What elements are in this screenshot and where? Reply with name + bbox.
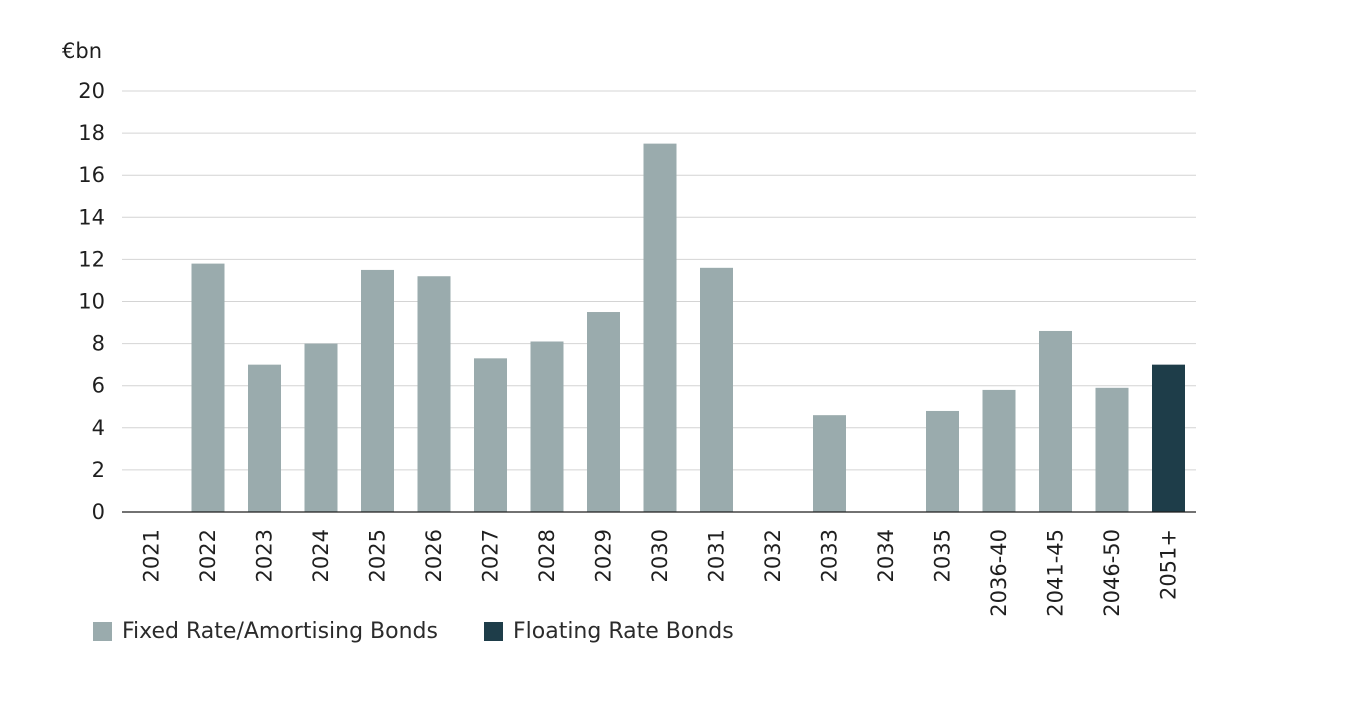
y-axis-unit-label: €bn	[62, 39, 103, 63]
x-tick-label: 2027	[479, 529, 503, 582]
y-tick-label: 12	[78, 247, 105, 271]
x-tick-label: 2031	[705, 529, 729, 582]
x-tick-label: 2032	[761, 529, 785, 582]
bar-fixed-rate	[700, 267, 733, 512]
x-tick-label: 2024	[309, 529, 333, 582]
y-tick-label: 14	[78, 205, 105, 229]
y-tick-label: 2	[92, 458, 105, 482]
x-tick-label: 2051+	[1157, 529, 1181, 600]
y-tick-label: 8	[92, 332, 105, 356]
y-axis-ticks: 0 2 4 6 8 10 12 14 16 18 20	[78, 79, 105, 524]
y-tick-label: 18	[78, 121, 105, 145]
bar-fixed-rate	[982, 389, 1016, 512]
x-tick-label: 2034	[874, 529, 898, 582]
x-tick-label: 2026	[422, 529, 446, 582]
y-tick-label: 4	[92, 416, 105, 440]
y-tick-label: 16	[78, 163, 105, 187]
x-tick-label: 2023	[253, 529, 277, 582]
bar-fixed-rate	[361, 269, 394, 512]
x-tick-label: 2046-50	[1100, 529, 1124, 617]
bar-fixed-rate	[587, 312, 620, 512]
x-tick-label: 2036-40	[987, 529, 1011, 617]
bar-fixed-rate	[304, 343, 338, 512]
legend: Fixed Rate/Amortising Bonds Floating Rat…	[93, 619, 780, 644]
legend-item-floating-rate: Floating Rate Bonds	[483, 619, 734, 644]
x-tick-label: 2029	[592, 529, 616, 582]
x-tick-label: 2021	[140, 529, 164, 582]
bar-fixed-rate	[1039, 330, 1072, 512]
x-axis-ticks: 2021 2022 2023 2024 2025 2026 2027 2028 2029 2030…	[140, 529, 1181, 617]
bar-fixed-rate	[417, 276, 451, 512]
bar-fixed-rate	[530, 341, 564, 512]
x-tick-label: 2041-45	[1044, 529, 1068, 617]
x-tick-label: 2033	[818, 529, 842, 582]
x-tick-label: 2030	[648, 529, 672, 582]
legend-label-fixed-rate: Fixed Rate/Amortising Bonds	[122, 619, 438, 644]
y-tick-label: 20	[78, 79, 105, 103]
bar-fixed-rate	[474, 358, 507, 512]
legend-swatch-floating-rate	[483, 622, 503, 641]
x-tick-label: 2028	[535, 529, 559, 582]
bars	[191, 143, 1185, 512]
bar-fixed-rate	[1095, 387, 1129, 512]
bar-fixed-rate	[926, 410, 959, 512]
x-tick-label: 2035	[931, 529, 955, 582]
bar-fixed-rate	[643, 143, 677, 512]
y-tick-label: 10	[78, 290, 105, 314]
bar-floating-rate	[1152, 364, 1185, 512]
legend-item-fixed-rate: Fixed Rate/Amortising Bonds	[93, 619, 438, 644]
legend-label-floating-rate: Floating Rate Bonds	[512, 619, 734, 644]
bar-fixed-rate	[813, 415, 846, 512]
y-tick-label: 6	[92, 374, 105, 398]
x-tick-label: 2025	[366, 529, 390, 582]
bar-fixed-rate	[191, 263, 225, 512]
legend-swatch-fixed-rate	[93, 622, 112, 641]
x-tick-label: 2022	[196, 529, 220, 582]
bar-fixed-rate	[248, 364, 281, 512]
y-tick-label: 0	[92, 500, 105, 524]
